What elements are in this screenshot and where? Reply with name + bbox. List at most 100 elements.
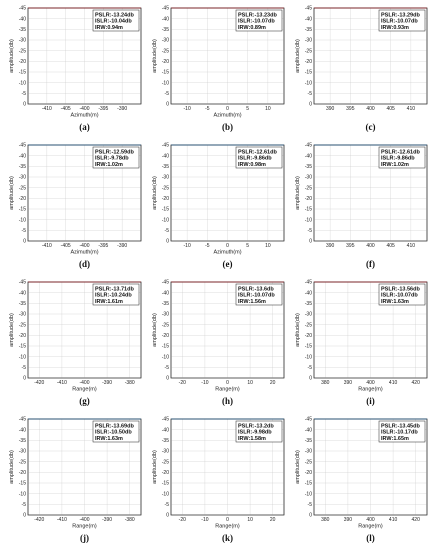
y-tick-label: -35 [162,164,169,170]
y-tick-label: -30 [162,38,169,44]
y-tick-label: -10 [19,217,26,223]
x-tick-label: 5 [246,106,249,112]
annotation-box [92,9,140,32]
annotation-box [92,146,140,169]
y-tick-label: -5 [165,228,170,234]
y-tick-label: -5 [308,502,313,508]
annotation-text: IRW:1.58m [238,436,266,442]
y-tick-label: -5 [22,91,27,97]
y-tick-label: -35 [162,301,169,307]
annotation-text: ISLR:-10.04db [95,19,132,25]
subplot-e: 0 -5 -10 -15 -20 -25 -30 -35 -40 -45 -10 -5 0 5 10 PSLR… [152,143,285,269]
annotation-text: ISLR:-9.86db [381,156,415,162]
annotation-text: ISLR:-9.78db [95,156,129,162]
y-tick-label: -30 [19,449,26,455]
annotation-text: ISLR:-10.17db [381,430,418,436]
y-tick-label: -30 [162,449,169,455]
y-tick-label: -20 [305,470,312,476]
x-axis-label: Range(m) [72,524,97,530]
annotation-box [235,420,283,443]
annotation-text: PSLR:-12.61db [381,150,420,156]
y-tick-label: -25 [162,185,169,191]
annotation-text: IRW:0.98m [238,162,266,168]
annotation-text: IRW:0.93m [381,25,409,31]
x-tick-label: -410 [42,106,52,112]
x-tick-label: 10 [265,106,271,112]
x-tick-label: -10 [201,380,208,386]
y-tick-label: -30 [19,38,26,44]
y-tick-label: 0 [309,376,312,382]
y-tick-label: -5 [22,502,27,508]
y-tick-label: -15 [305,70,312,76]
annotation-box [378,146,426,169]
y-tick-label: -35 [19,27,26,33]
plot-border [27,418,142,516]
y-tick-label: -40 [162,290,169,296]
x-tick-label: 390 [326,243,335,249]
plot-border [313,281,428,379]
subplot-h: 0 -5 -10 -15 -20 -25 -30 -35 -40 -45 -20 -10 0 10 20 PS… [152,280,285,406]
subfigure-label: (f) [366,259,375,269]
y-tick-label: -35 [162,438,169,444]
plot-border [313,418,428,516]
x-tick-label: -405 [61,243,71,249]
subplot-c: 0 -5 -10 -15 -20 -25 -30 -35 -40 -45 390 395 400 405 4… [295,6,428,132]
y-tick-label: -20 [162,470,169,476]
subfigure-label: (c) [366,122,376,132]
subplot-j: 0 -5 -10 -15 -20 -25 -30 -35 -40 -45 -420 -410 -400 -… [9,417,142,543]
x-axis-label: Range(m) [215,387,240,393]
y-tick-label: -10 [162,491,169,497]
annotation-text: PSLR:-13.6db [238,287,274,293]
x-tick-label: -405 [61,106,71,112]
y-tick-label: -40 [162,153,169,159]
y-axis-label: amplitude(db) [9,176,15,210]
y-tick-label: -40 [305,290,312,296]
subfigure-label: (k) [222,533,233,543]
annotation-text: ISLR:-10.07db [381,293,418,299]
annotation-box [235,9,283,32]
subfigure-label: (i) [366,396,375,406]
x-tick-label: -420 [34,517,44,523]
y-tick-label: -30 [162,312,169,318]
annotation-text: PSLR:-13.23db [238,13,277,19]
y-tick-label: -5 [308,91,313,97]
annotation-text: IRW:0.89m [238,25,266,31]
x-tick-label: -20 [179,380,186,386]
plot-border [313,144,428,242]
annotation-text: IRW:1.02m [95,162,123,168]
subfigure-label: (b) [222,122,233,132]
y-tick-label: -15 [19,344,26,350]
y-tick-label: -5 [22,228,27,234]
x-tick-label: 395 [346,243,355,249]
y-tick-label: -45 [19,280,26,286]
y-tick-label: -10 [162,217,169,223]
y-tick-label: -20 [162,333,169,339]
y-tick-label: 0 [309,513,312,519]
y-tick-label: -30 [19,312,26,318]
x-tick-label: -400 [79,380,89,386]
annotation-box [92,420,140,443]
x-axis-label: Range(m) [215,524,240,530]
y-tick-label: -40 [19,16,26,22]
y-tick-label: -35 [305,438,312,444]
annotation-text: PSLR:-13.45db [381,424,420,430]
subfigure-label: (d) [79,259,90,269]
x-tick-label: -5 [205,243,210,249]
subfigure-label: (g) [79,396,90,406]
y-tick-label: -10 [19,80,26,86]
annotation-box [378,283,426,306]
y-tick-label: -35 [19,164,26,170]
x-tick-label: 10 [247,517,253,523]
y-tick-label: -45 [19,417,26,423]
y-tick-label: -45 [162,6,169,12]
y-tick-label: -45 [162,417,169,423]
y-tick-label: -15 [19,481,26,487]
y-tick-label: -45 [305,6,312,12]
annotation-text: PSLR:-12.59db [95,150,134,156]
y-tick-label: 0 [309,239,312,245]
x-tick-label: 400 [366,106,375,112]
y-axis-label: amplitude(db) [152,39,158,73]
y-tick-label: -40 [19,290,26,296]
plot-border [170,144,285,242]
